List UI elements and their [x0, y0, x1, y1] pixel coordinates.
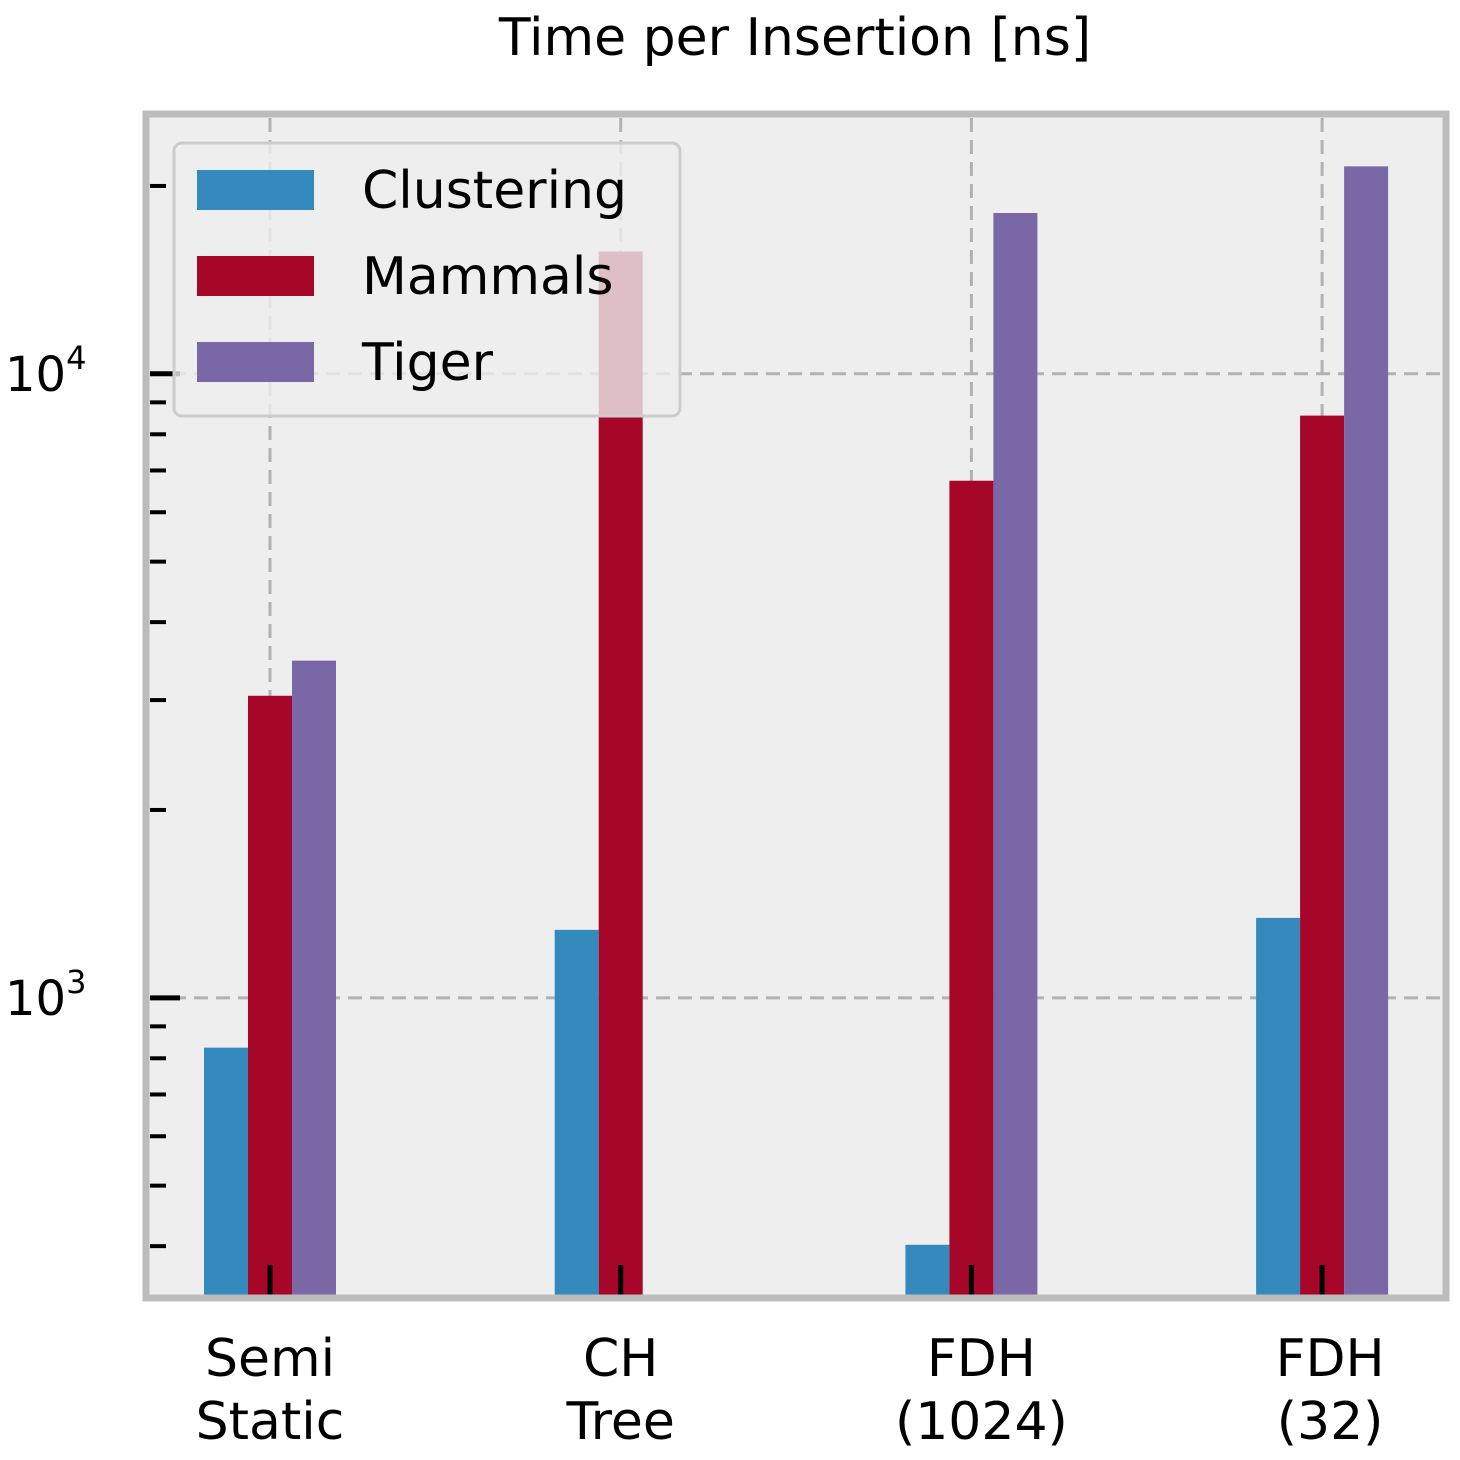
bar-clustering	[1256, 917, 1301, 1295]
x-tick-label: Static	[196, 1392, 345, 1452]
x-tick-label: CH	[583, 1329, 658, 1389]
y-axis-labels: 103 104	[5, 339, 86, 1027]
bar-mammals	[598, 251, 643, 1296]
legend-swatch-clustering	[197, 170, 314, 210]
bar-mammals	[949, 480, 994, 1295]
legend-swatch-mammals	[197, 256, 314, 296]
x-tick-label: FDH	[927, 1329, 1036, 1389]
bar-mammals	[1300, 415, 1345, 1295]
bar-tiger	[292, 660, 336, 1295]
bar-clustering	[554, 929, 599, 1295]
bars	[204, 166, 1389, 1296]
y-tick-label: 104	[5, 339, 86, 403]
bar-tiger	[1344, 166, 1389, 1296]
legend-label-tiger: Tiger	[361, 333, 494, 393]
legend-swatch-tiger	[197, 342, 314, 382]
legend-label-mammals: Mammals	[362, 247, 613, 307]
plot-frame	[142, 110, 1450, 1302]
y-tick-label: 103	[5, 963, 86, 1027]
bar-tiger	[993, 213, 1038, 1295]
x-tick-label: Semi	[205, 1329, 335, 1389]
legend-label-clustering: Clustering	[362, 161, 627, 221]
bar-clustering	[204, 1047, 248, 1295]
x-tick-label: (32)	[1277, 1392, 1384, 1452]
axis-ticks	[150, 183, 1325, 1295]
bar-clustering	[905, 1244, 950, 1295]
x-tick-label: Tree	[566, 1392, 675, 1452]
legend: Clustering Mammals Tiger	[172, 141, 682, 418]
x-tick-label: FDH	[1276, 1329, 1385, 1389]
x-tick-label: (1024)	[895, 1392, 1068, 1452]
chart-title: Time per Insertion [ns]	[498, 8, 1091, 68]
bar-mammals	[248, 695, 292, 1295]
